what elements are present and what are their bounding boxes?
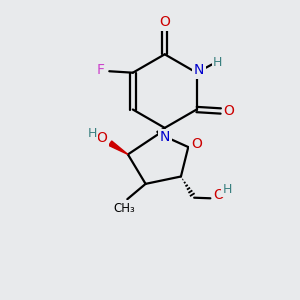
Polygon shape — [157, 128, 165, 136]
Text: N: N — [194, 63, 204, 77]
Text: H: H — [223, 183, 232, 196]
Text: O: O — [224, 104, 234, 118]
Polygon shape — [109, 141, 128, 154]
Text: F: F — [97, 63, 105, 77]
Text: O: O — [213, 188, 224, 202]
Text: O: O — [159, 15, 170, 29]
Text: CH₃: CH₃ — [113, 202, 135, 214]
Text: N: N — [160, 130, 170, 144]
Text: O: O — [97, 131, 107, 145]
Text: O: O — [191, 137, 202, 151]
Text: H: H — [213, 56, 223, 69]
Text: H: H — [87, 127, 97, 140]
